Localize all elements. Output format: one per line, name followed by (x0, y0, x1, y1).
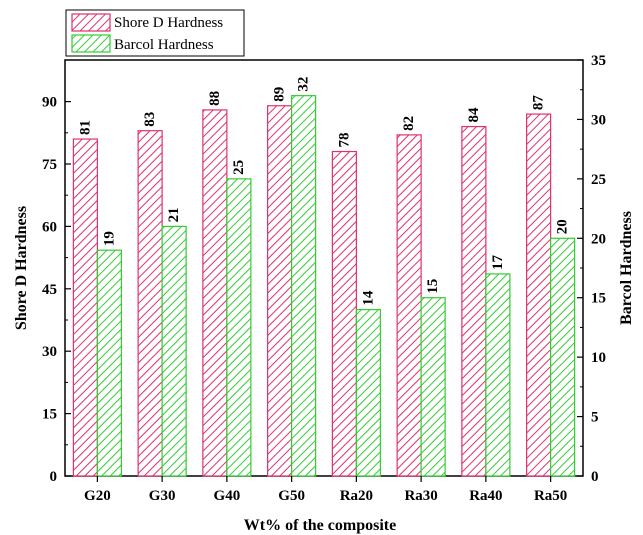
legend-label-barcol: Barcol Hardness (114, 37, 214, 53)
x-axis: G20 G30 G40 G50 Ra20 Ra30 Ra40 Ra50 (84, 476, 567, 504)
y-axis-right-title: Barcol Hardness (618, 211, 635, 325)
bar-shore-d-g40 (202, 109, 228, 477)
bar-shore-d-ra50 (526, 113, 552, 477)
bar-barcol-ra40 (485, 273, 511, 477)
y-left-tick-label: 90 (42, 95, 57, 111)
bar-shore-d-g50 (267, 105, 293, 477)
legend: Shore D Hardness Barcol Hardness (65, 9, 245, 57)
y-right-tick-label: 35 (591, 53, 606, 69)
x-tick-label: Ra40 (469, 488, 502, 504)
y-right-tick-label: 25 (591, 172, 606, 188)
y-left-tick-label: 75 (42, 157, 57, 173)
y-right-tick-label: 10 (591, 350, 606, 366)
bar-shore-d-ra40 (461, 125, 487, 477)
bar-value-label: 78 (336, 133, 352, 148)
x-tick-label: G30 (149, 488, 176, 504)
bar-value-label: 81 (77, 120, 93, 135)
bar-barcol-ra20 (355, 309, 381, 477)
bar-barcol-g50 (291, 95, 317, 477)
x-tick-label: G50 (278, 488, 305, 504)
y-right-tick-label: 0 (591, 469, 599, 485)
bar-value-label: 15 (425, 279, 441, 294)
y-right-tick-label: 15 (591, 291, 606, 307)
bar-value-label: 19 (101, 231, 117, 246)
y-left-tick-label: 30 (42, 344, 57, 360)
bar-value-label: 87 (531, 95, 547, 111)
x-tick-label: G20 (84, 488, 111, 504)
x-tick-label: Ra30 (404, 488, 437, 504)
bar-barcol-g40 (226, 178, 252, 477)
bar-value-label: 84 (466, 107, 482, 123)
right-axis: 0 5 10 15 20 25 30 35 (577, 53, 606, 485)
bar-barcol-g20 (96, 249, 122, 477)
legend-swatch-shore-d (71, 13, 111, 32)
bar-value-label: 89 (272, 87, 288, 102)
x-tick-label: Ra20 (340, 488, 373, 504)
bar-barcol-ra50 (550, 237, 576, 477)
bar-value-label: 25 (231, 160, 247, 175)
y-right-tick-label: 20 (591, 231, 606, 247)
bar-value-label: 20 (555, 219, 571, 234)
bar-shore-d-ra20 (331, 150, 357, 477)
bar-shore-d-ra30 (396, 134, 422, 477)
y-left-tick-label: 60 (42, 219, 57, 235)
y-left-tick-label: 0 (50, 469, 58, 485)
bar-barcol-ra30 (420, 297, 446, 477)
x-axis-title: Wt% of the composite (244, 517, 396, 534)
y-axis-left-title: Shore D Hardness (13, 206, 30, 330)
bar-value-label: 32 (296, 77, 312, 92)
bar-shore-d-g30 (137, 130, 163, 477)
bar-value-label: 82 (401, 116, 417, 131)
bar-value-label: 88 (207, 91, 223, 106)
bar-value-label: 21 (166, 207, 182, 222)
y-right-tick-label: 5 (591, 410, 599, 426)
y-left-tick-label: 45 (42, 282, 57, 298)
legend-swatch-barcol (71, 34, 111, 53)
bar-labels-layer: 81 19 83 21 88 25 89 32 78 14 82 15 84 17 87 20 (77, 77, 570, 306)
bar-value-label: 14 (360, 290, 376, 306)
x-tick-label: G40 (214, 488, 241, 504)
bar-value-label: 17 (490, 254, 506, 270)
bar-value-label: 83 (142, 112, 158, 127)
bar-shore-d-g20 (72, 138, 98, 477)
y-left-tick-label: 15 (42, 407, 57, 423)
x-tick-label: Ra50 (534, 488, 567, 504)
bars-layer (72, 95, 576, 477)
y-right-tick-label: 30 (591, 112, 606, 128)
left-axis: 0 15 30 45 60 75 90 (42, 95, 71, 485)
legend-label-shore-d: Shore D Hardness (114, 15, 223, 31)
bar-barcol-g30 (161, 225, 187, 477)
